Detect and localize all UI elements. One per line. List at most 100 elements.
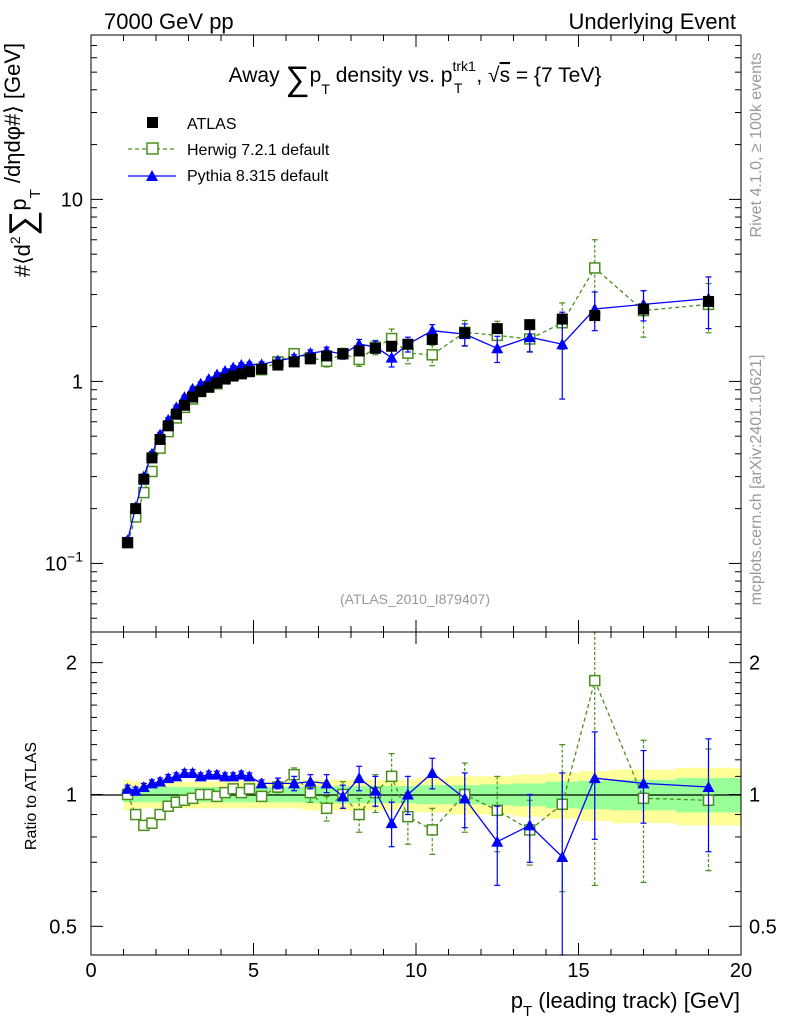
ratio-point-pythia	[210, 768, 223, 780]
title-sum-symbol: ∑	[285, 60, 309, 98]
title-part-post2: = {7 TeV}	[510, 64, 601, 87]
ratio-point-pythia	[235, 768, 248, 780]
title-part-s: s	[500, 64, 511, 87]
ratio-point-pythia	[523, 819, 536, 831]
ratio-point-pythia	[271, 777, 284, 789]
main-point-atlas	[138, 473, 150, 485]
y-tick-label-ratio-right-1: 1	[749, 784, 760, 806]
ratio-point-herwig	[320, 802, 333, 815]
main-point-atlas	[353, 345, 365, 357]
ratio-point-herwig	[243, 783, 256, 795]
y-tick-label-ratio-left-1: 1	[66, 784, 77, 806]
title-part-T: T	[321, 81, 330, 97]
main-point-atlas	[187, 391, 199, 403]
main-point-atlas	[122, 537, 134, 549]
xlabel-part-rest: (leading track) [GeV]	[532, 988, 740, 1013]
svg-text:#⟨d2∑pT /dηdφ#⟩ [GeV]: #⟨d2∑pT /dηdφ#⟩ [GeV]	[0, 43, 44, 277]
ratio-point-herwig	[146, 817, 158, 829]
main-point-atlas	[386, 340, 398, 352]
ratio-point-pythia	[556, 850, 569, 862]
title-part-post1: , √	[476, 64, 500, 87]
ratio-point-herwig	[426, 824, 438, 836]
ratio-plot-area: 0.5 0.5 1 1 2 2	[49, 631, 777, 956]
y-tick-label-main-0: 10−1	[45, 548, 83, 575]
main-point-atlas	[288, 356, 300, 368]
ratio-point-pythia	[154, 775, 167, 787]
ratio-point-herwig	[255, 790, 268, 803]
main-point-atlas	[243, 366, 255, 378]
main-point-pythia	[426, 324, 439, 336]
main-line-herwig	[126, 266, 709, 543]
main-point-atlas	[211, 377, 223, 389]
ratio-point-pythia	[170, 770, 183, 782]
ylabel-sum-symbol: ∑	[1, 211, 42, 237]
ratio-point-pythia	[304, 775, 317, 787]
y-tick-label-ratio-right-2: 2	[749, 653, 760, 675]
main-point-atlas	[369, 342, 381, 354]
main-plot-title: Away ∑pT density vs. ptrk1 T, √s = {7 TeV…	[229, 58, 602, 98]
main-point-atlas	[491, 323, 503, 335]
main-y-axis-label: #⟨d2∑pT /dηdφ#⟩ [GeV]	[0, 43, 44, 277]
legend-label-herwig: Herwig 7.2.1 default	[187, 142, 330, 159]
main-plot-area: Away ∑pT density vs. ptrk1 T, √s = {7 TeV…	[45, 34, 742, 633]
header-right: Underlying Event	[568, 9, 736, 34]
x-tick-label-0: 0	[85, 960, 96, 982]
x-tick-label-3: 15	[567, 960, 589, 982]
main-point-atlas	[638, 303, 649, 315]
main-point-atlas	[195, 386, 207, 398]
ratio-point-pythia	[178, 766, 191, 778]
main-point-pythia	[556, 338, 569, 350]
ratio-data-layer	[121, 631, 715, 956]
main-point-atlas	[321, 350, 333, 362]
ylabel-part-b: /dηdφ#⟩ [GeV]	[0, 43, 25, 189]
title-part-T2: T	[454, 80, 463, 96]
ratio-axis-ticks: 0.5 0.5 1 1 2 2	[49, 632, 777, 955]
x-axis-tick-labels: 0 5 10 15 20	[85, 960, 752, 982]
main-point-pythia	[491, 342, 504, 354]
ratio-point-pythia	[588, 772, 601, 784]
y-tick-label-main-2: 10	[61, 189, 83, 211]
main-point-atlas	[304, 353, 316, 365]
title-part-sup: trk1	[452, 58, 476, 74]
ratio-point-pythia	[385, 817, 398, 829]
y-tick-label-main-1: 1	[72, 371, 83, 393]
ylabel-part-p: p	[6, 198, 31, 210]
y-tick-label-ratio-right-0: 0.5	[749, 916, 777, 938]
ratio-point-pythia	[353, 772, 366, 784]
legend-marker-pythia	[146, 170, 158, 181]
header-left: 7000 GeV pp	[104, 9, 234, 34]
main-point-herwig	[426, 349, 438, 361]
legend: ATLAS Herwig 7.2.1 default Pythia 8.315 …	[128, 116, 330, 185]
ratio-point-pythia	[491, 835, 504, 847]
y-tick-label-exponent: −1	[67, 548, 83, 564]
main-point-atlas	[146, 452, 158, 464]
main-point-atlas	[272, 359, 284, 371]
ratio-line-pythia	[127, 772, 709, 859]
ratio-y-axis-label: Ratio to ATLAS	[23, 742, 40, 850]
x-tick-label-4: 20	[730, 960, 752, 982]
main-point-atlas	[227, 370, 239, 382]
main-point-atlas	[130, 503, 142, 515]
y-tick-label-ratio-left-0: 0.5	[49, 916, 77, 938]
ratio-point-pythia	[401, 788, 414, 800]
main-point-pythia	[385, 351, 398, 363]
analysis-watermark: (ATLAS_2010_I879407)	[340, 591, 490, 607]
ratio-point-pythia	[255, 777, 268, 789]
ratio-point-herwig	[353, 808, 365, 821]
ratio-point-pythia	[458, 792, 471, 804]
ratio-point-pythia	[202, 768, 215, 780]
ratio-point-herwig	[589, 674, 601, 687]
ylabel-part-T: T	[27, 189, 44, 198]
main-point-herwig	[146, 465, 158, 478]
main-line-pythia	[126, 297, 709, 541]
title-part-mid: density vs. p	[330, 64, 453, 87]
ratio-point-pythia	[243, 770, 256, 782]
main-point-atlas	[256, 363, 268, 375]
x-tick-label-2: 10	[405, 960, 427, 982]
y-tick-label-ratio-left-2: 2	[66, 653, 77, 675]
ratio-point-herwig	[129, 808, 142, 821]
main-point-atlas	[703, 295, 714, 307]
ratio-point-pythia	[186, 766, 199, 778]
ratio-point-pythia	[702, 781, 715, 793]
ratio-point-pythia	[219, 770, 232, 782]
